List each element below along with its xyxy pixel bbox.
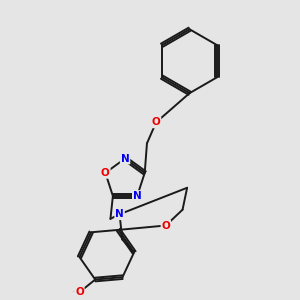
Text: O: O	[152, 117, 161, 128]
Text: N: N	[121, 154, 129, 164]
Text: O: O	[75, 287, 84, 297]
Text: O: O	[161, 220, 170, 230]
Text: N: N	[133, 191, 142, 201]
Text: N: N	[115, 209, 124, 219]
Text: O: O	[101, 168, 110, 178]
